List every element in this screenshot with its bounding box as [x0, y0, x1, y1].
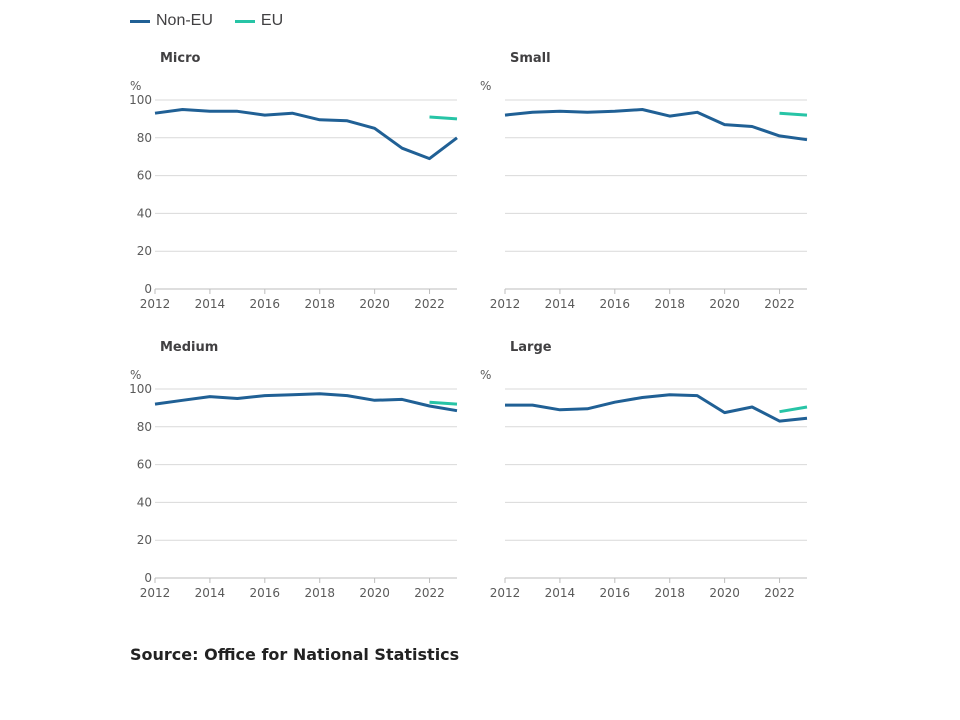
series-line-eu: [779, 405, 808, 414]
x-tick-label: 2014: [545, 297, 576, 311]
y-tick-label: 80: [137, 131, 152, 145]
source-note: Source: Office for National Statistics: [130, 645, 460, 664]
x-tick-label: 2016: [600, 297, 631, 311]
x-tick-label: 2018: [654, 297, 685, 311]
x-tick-label: 2018: [654, 586, 685, 600]
x-tick-label: 2020: [359, 586, 390, 600]
y-tick-label: 80: [137, 420, 152, 434]
panel-small: Small% 2012 2014 2016 2018 2020 2022: [480, 51, 808, 311]
y-tick-label: 60: [137, 458, 152, 472]
panel-title: Medium: [160, 340, 218, 355]
y-tick-label: 20: [137, 244, 152, 258]
x-tick-label: 2022: [764, 297, 795, 311]
y-axis-unit: %: [130, 79, 141, 93]
panel-medium: Medium% 0 20 40 60 80 100 2012 2014 2016 2018 2020 2…: [129, 340, 458, 600]
y-axis-unit: %: [480, 79, 491, 93]
panel-large: Large% 2012 2014 2016 2018 2020 2022: [480, 340, 808, 600]
legend-item-non-eu: Non-EU: [130, 12, 213, 30]
series-line-eu: [429, 400, 458, 406]
x-tick-label: 2012: [140, 297, 171, 311]
y-axis-unit: %: [130, 368, 141, 382]
x-tick-label: 2014: [195, 586, 226, 600]
legend-item-eu: EU: [234, 12, 284, 30]
panel-micro: Micro% 0 20 40 60 80 100 2012 2014 2016 2018 2020 20…: [129, 51, 458, 311]
x-tick-label: 2022: [414, 586, 445, 600]
x-tick-label: 2014: [195, 297, 226, 311]
x-tick-label: 2020: [709, 297, 740, 311]
legend: Non-EU EU: [130, 12, 283, 30]
series-line-non-eu: [154, 392, 458, 413]
x-tick-label: 2014: [545, 586, 576, 600]
y-axis-unit: %: [480, 368, 491, 382]
panel-title: Large: [510, 340, 552, 355]
y-tick-label: 40: [137, 495, 152, 509]
series-line-non-eu: [154, 108, 458, 161]
x-tick-label: 2018: [304, 297, 335, 311]
x-tick-label: 2012: [140, 586, 171, 600]
y-tick-label: 100: [129, 93, 152, 107]
x-tick-label: 2012: [490, 297, 521, 311]
legend-swatch-non-eu: [130, 19, 150, 23]
panel-title: Small: [510, 51, 551, 66]
x-tick-label: 2016: [250, 586, 281, 600]
y-tick-label: 40: [137, 206, 152, 220]
legend-label-non-eu: Non-EU: [156, 12, 213, 29]
x-tick-label: 2018: [304, 586, 335, 600]
x-tick-label: 2020: [359, 297, 390, 311]
legend-swatch-eu: [234, 19, 255, 23]
y-tick-label: 0: [144, 282, 152, 296]
x-tick-label: 2020: [709, 586, 740, 600]
x-tick-label: 2016: [600, 586, 631, 600]
y-tick-label: 60: [137, 169, 152, 183]
panel-title: Micro: [160, 51, 201, 66]
x-tick-label: 2012: [490, 586, 521, 600]
y-tick-label: 0: [144, 571, 152, 585]
y-tick-label: 20: [137, 533, 152, 547]
series-line-eu: [429, 115, 458, 121]
x-tick-label: 2022: [764, 586, 795, 600]
series-line-non-eu: [505, 393, 808, 423]
legend-label-eu: EU: [260, 12, 284, 29]
series-line-eu: [779, 111, 808, 117]
x-tick-label: 2022: [414, 297, 445, 311]
series-line-non-eu: [504, 108, 808, 142]
x-tick-label: 2016: [250, 297, 281, 311]
y-tick-label: 100: [129, 382, 152, 396]
